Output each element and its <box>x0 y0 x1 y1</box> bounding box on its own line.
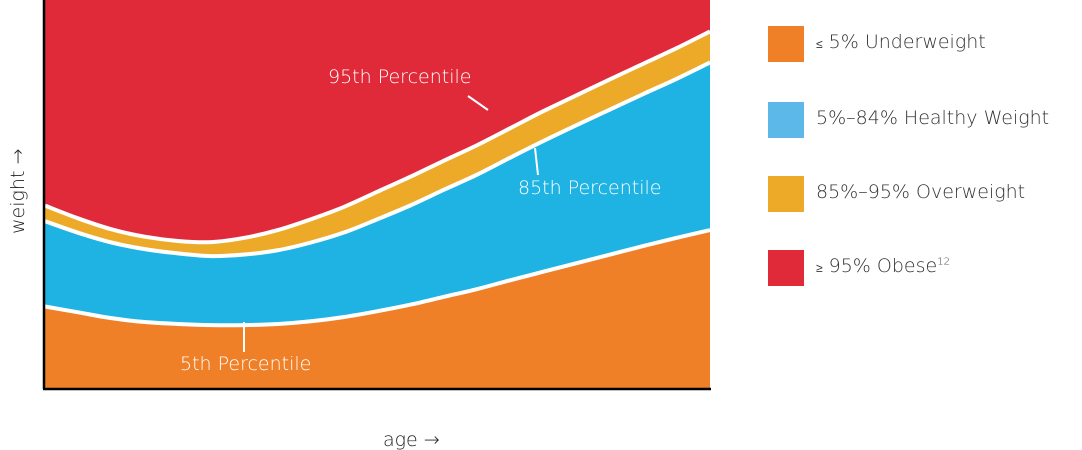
legend-swatch-overweight <box>768 176 804 212</box>
legend-item-obese: ≥ 95% Obese12 <box>768 250 1080 286</box>
y-axis-title: weight → <box>7 149 29 234</box>
legend-item-underweight: ≤ 5% Underweight <box>768 26 1080 62</box>
legend-swatch-healthy-weight <box>768 102 804 138</box>
curve-85th-percentile <box>44 60 711 259</box>
legend-item-healthy-weight: 5%–84% Healthy Weight <box>768 102 1080 138</box>
leader-85th-percentile <box>534 147 539 176</box>
curve-95th-percentile <box>44 29 711 245</box>
percentile-curves <box>44 29 711 352</box>
legend-label-underweight: ≤ 5% Underweight <box>816 31 986 53</box>
curve-5th-percentile <box>44 228 711 328</box>
area-overweight <box>45 31 710 257</box>
legend-label-healthy-weight: 5%–84% Healthy Weight <box>816 107 1050 129</box>
legend-label-overweight: 85%–95% Overweight <box>816 181 1026 203</box>
label-85th-percentile: 85th Percentile <box>518 177 661 199</box>
axes <box>42 0 711 391</box>
legend-swatch-obese <box>768 250 804 286</box>
area-healthy-weight <box>45 62 710 326</box>
area-underweight <box>45 230 710 388</box>
x-axis-title: age → <box>383 429 440 450</box>
label-5th-percentile: 5th Percentile <box>180 353 311 375</box>
stacked-areas <box>45 0 710 388</box>
legend-label-obese: ≥ 95% Obese12 <box>816 255 950 277</box>
label-95th-percentile: 95th Percentile <box>328 66 471 88</box>
leader-95th-percentile <box>467 95 489 111</box>
legend-item-overweight: 85%–95% Overweight <box>768 176 1080 212</box>
legend-swatch-underweight <box>768 26 804 62</box>
curve-labels: 95th Percentile 85th Percentile 5th Perc… <box>180 66 661 375</box>
area-obese <box>45 0 710 243</box>
